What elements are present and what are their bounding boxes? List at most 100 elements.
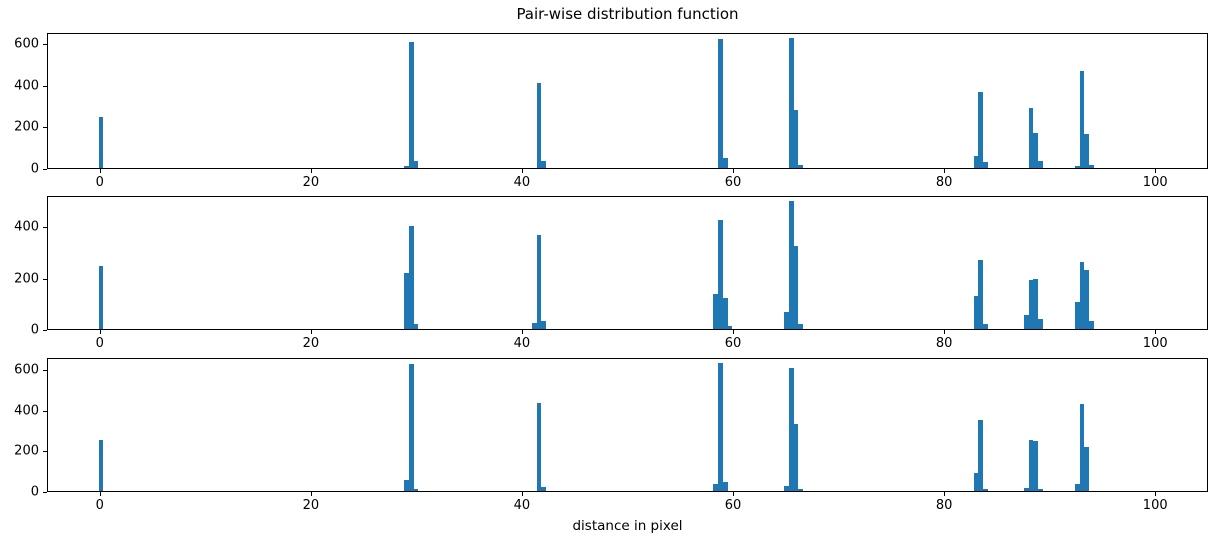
- histogram-bar: [1074, 483, 1080, 491]
- histogram-bar: [1033, 278, 1039, 329]
- x-tick-mark: [99, 169, 101, 173]
- histogram-bar: [784, 312, 789, 329]
- y-tick-label: 200: [14, 443, 39, 459]
- histogram-bar: [1079, 71, 1085, 168]
- x-tick-label: 80: [935, 498, 953, 513]
- x-tick-label: 60: [724, 175, 742, 190]
- histogram-bar: [713, 483, 719, 491]
- histogram-bar: [1023, 487, 1029, 491]
- histogram-bar: [788, 38, 794, 168]
- histogram-bar: [788, 201, 794, 329]
- histogram-bar: [793, 109, 799, 168]
- subplot-bottom: [47, 358, 1208, 492]
- y-tick-mark: [43, 278, 47, 280]
- histogram-bar: [98, 440, 104, 491]
- y-tick-mark: [43, 330, 47, 331]
- histogram-bar: [98, 266, 104, 329]
- histogram-bar: [1023, 314, 1029, 329]
- x-tick-label: 20: [302, 336, 320, 351]
- x-tick-mark: [733, 330, 735, 334]
- x-tick-label: 40: [513, 336, 531, 351]
- histogram-bar: [404, 479, 409, 491]
- histogram-bar: [1084, 447, 1090, 491]
- histogram-bar: [983, 323, 988, 329]
- histogram-bar: [793, 424, 799, 491]
- x-tick-label: 60: [724, 336, 742, 351]
- histogram-bar: [1028, 440, 1034, 491]
- histogram-bar: [793, 245, 799, 329]
- histogram-bar: [536, 82, 542, 168]
- histogram-bar: [1038, 318, 1043, 329]
- y-tick-mark: [43, 451, 47, 453]
- histogram-bar: [408, 42, 414, 168]
- x-tick-mark: [733, 492, 735, 496]
- histogram-bar: [798, 164, 804, 168]
- histogram-bar: [1033, 132, 1039, 168]
- histogram-bar: [973, 295, 979, 329]
- histogram-bar: [784, 485, 789, 491]
- histogram-bar: [1079, 403, 1085, 491]
- x-tick-label: 0: [95, 175, 104, 190]
- x-tick-label: 80: [935, 175, 953, 190]
- y-tick-label: 600: [14, 36, 39, 52]
- x-tick-label: 20: [302, 498, 320, 513]
- x-tick-label: 100: [1142, 498, 1168, 513]
- y-tick-label: 400: [14, 78, 39, 94]
- histogram-bar: [973, 155, 979, 168]
- x-tick-label: 100: [1142, 336, 1168, 351]
- x-tick-label: 0: [95, 498, 104, 513]
- x-tick-mark: [944, 330, 946, 334]
- histogram-bar: [1074, 302, 1080, 329]
- histogram-bar: [973, 472, 979, 491]
- histogram-bar: [798, 323, 804, 329]
- histogram-bar: [788, 368, 794, 491]
- histogram-bar: [978, 419, 984, 491]
- x-tick-mark: [1155, 169, 1157, 173]
- x-tick-mark: [99, 330, 101, 334]
- histogram-bar: [408, 226, 414, 329]
- x-tick-label: 100: [1142, 175, 1168, 190]
- histogram-bar: [541, 486, 547, 491]
- histogram-bar: [536, 235, 542, 329]
- x-tick-mark: [1155, 330, 1157, 334]
- x-tick-mark: [944, 492, 946, 496]
- x-tick-label: 40: [513, 175, 531, 190]
- y-tick-mark: [43, 227, 47, 229]
- histogram-bar: [1028, 280, 1034, 329]
- histogram-bar: [1084, 269, 1090, 329]
- histogram-bar: [1038, 160, 1043, 168]
- histogram-bar: [978, 259, 984, 329]
- histogram-bar: [98, 116, 104, 168]
- histogram-bar: [1038, 488, 1043, 491]
- x-tick-label: 60: [724, 498, 742, 513]
- subplot-middle: [47, 196, 1208, 330]
- x-tick-mark: [521, 169, 523, 173]
- histogram-bar: [727, 326, 733, 329]
- histogram-bar: [718, 363, 723, 491]
- histogram-bar: [413, 488, 419, 491]
- histogram-bar: [722, 157, 728, 168]
- y-tick-mark: [43, 44, 47, 46]
- x-tick-mark: [310, 169, 312, 173]
- histogram-bar: [1089, 321, 1094, 329]
- x-tick-mark: [310, 492, 312, 496]
- x-tick-label: 80: [935, 336, 953, 351]
- y-tick-mark: [43, 85, 47, 87]
- histogram-bar: [408, 364, 414, 491]
- histogram-bar: [978, 92, 984, 168]
- histogram-bar: [404, 165, 409, 168]
- y-tick-label: 600: [14, 362, 39, 378]
- histogram-bar: [1028, 107, 1034, 168]
- y-tick-label: 400: [14, 219, 39, 235]
- histogram-bar: [722, 481, 728, 491]
- x-axis-label: distance in pixel: [572, 518, 683, 534]
- y-tick-label: 0: [30, 322, 39, 338]
- y-tick-label: 200: [14, 271, 39, 287]
- histogram-bar: [1089, 164, 1094, 168]
- histogram-bar: [713, 294, 719, 329]
- histogram-bar: [983, 161, 988, 168]
- subplot-top: [47, 33, 1208, 169]
- x-tick-mark: [733, 169, 735, 173]
- y-tick-mark: [43, 127, 47, 129]
